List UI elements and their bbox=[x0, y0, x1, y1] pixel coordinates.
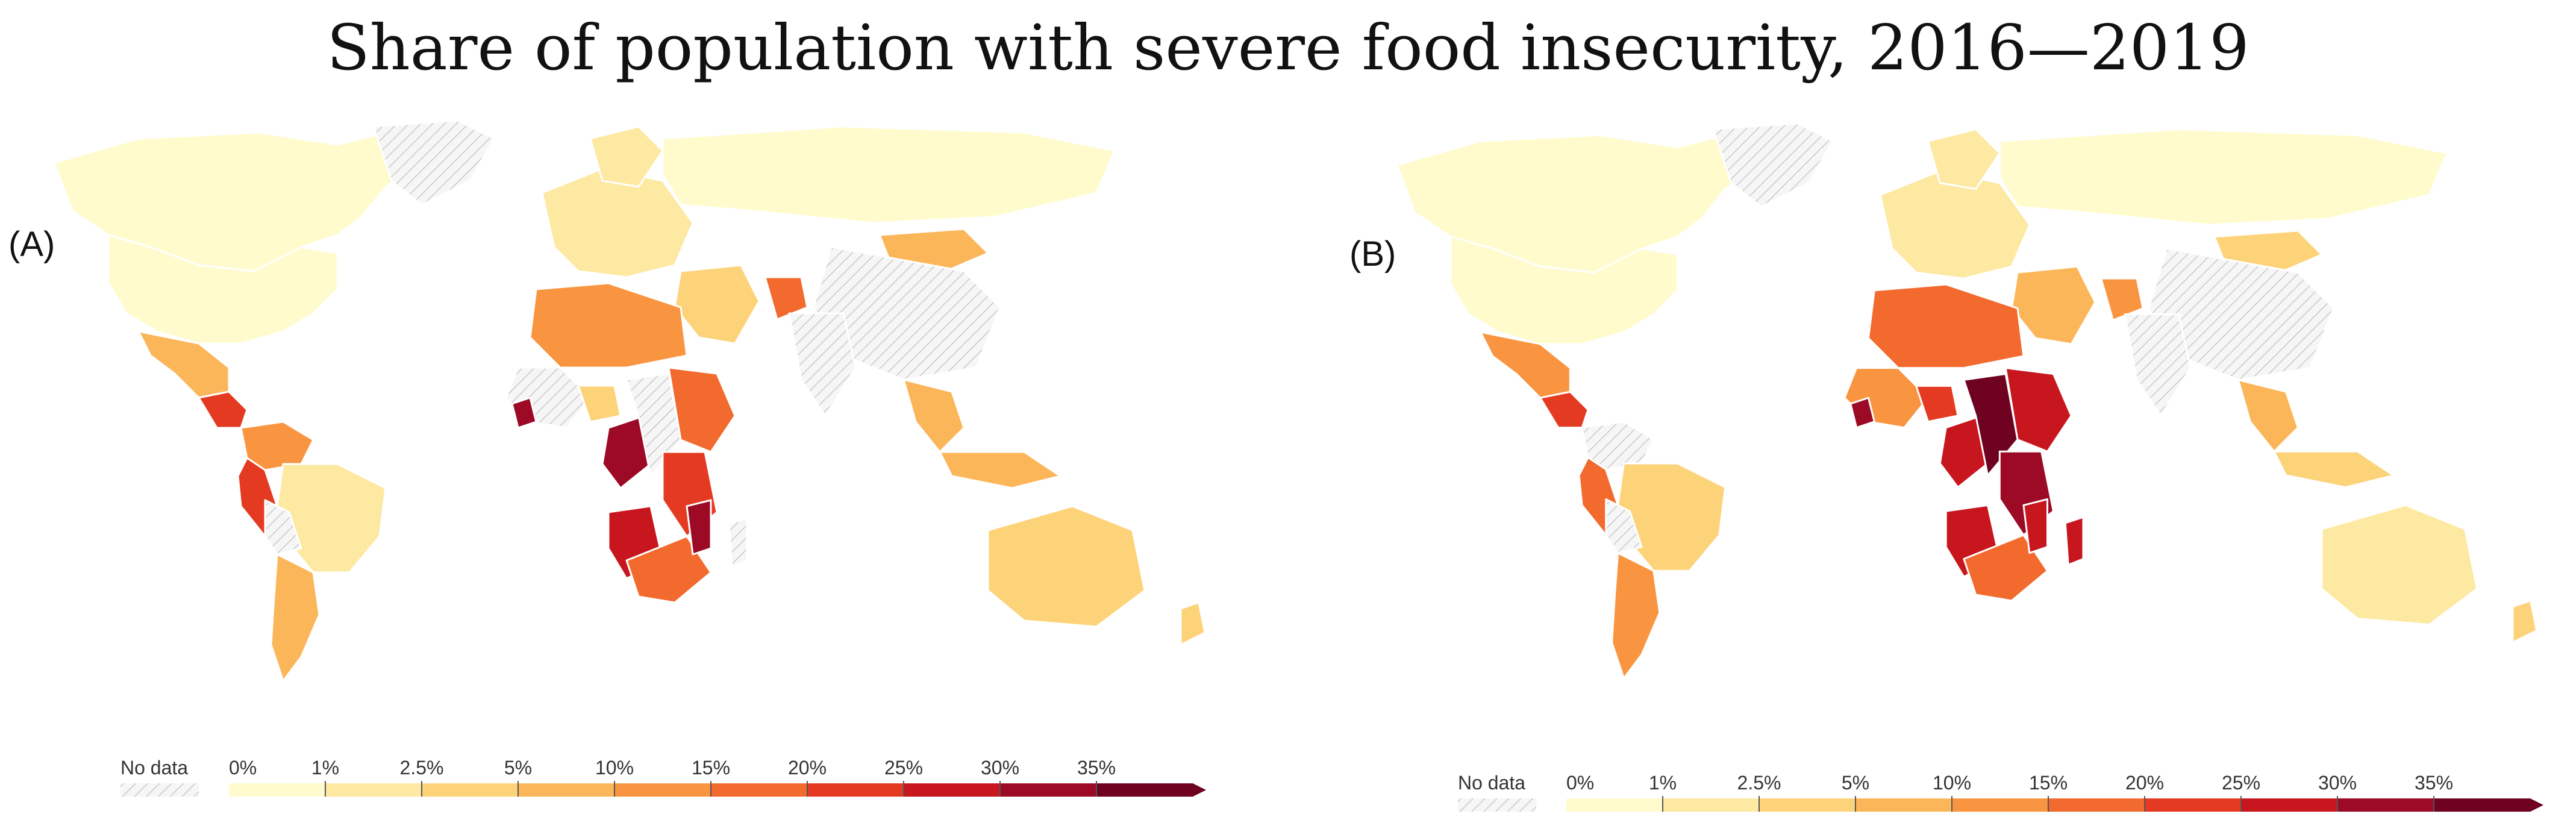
legend-tick-label-6: 20% bbox=[788, 757, 827, 779]
region-afghanistan-b bbox=[2100, 277, 2144, 321]
region-southeast-asia-a bbox=[902, 378, 965, 453]
region-central-america-a bbox=[198, 390, 248, 429]
region-north-africa-a bbox=[529, 282, 688, 369]
region-southeast-asia-b bbox=[2237, 378, 2299, 453]
region-australia-b bbox=[2321, 504, 2478, 625]
legend-tick-label-6: 20% bbox=[2125, 772, 2164, 794]
legend-swatch-4 bbox=[1952, 798, 2048, 812]
legend-tick-label-8: 30% bbox=[2318, 772, 2357, 794]
legend-no-data-label: No data bbox=[120, 757, 188, 779]
legend-swatch-1 bbox=[1663, 798, 1759, 812]
region-nigeria-a bbox=[577, 384, 622, 423]
legend-tick-label-3: 5% bbox=[1842, 772, 1869, 794]
legend-swatch-2 bbox=[1759, 798, 1855, 812]
region-liberia-sierraleone-a bbox=[511, 396, 537, 429]
legend-tick-label-1: 1% bbox=[1649, 772, 1677, 794]
region-south-africa-a bbox=[625, 535, 712, 604]
legend-tick-label-3: 5% bbox=[504, 757, 532, 779]
panel-label-a: (A) bbox=[8, 225, 55, 264]
legend-tick-label-9: 35% bbox=[1077, 757, 1116, 779]
legend-swatch-5 bbox=[711, 783, 807, 797]
legend-swatch-9 bbox=[2434, 798, 2530, 812]
region-mozambique-a bbox=[686, 499, 712, 556]
panel-label-b: (B) bbox=[1349, 234, 1396, 274]
world-map-b bbox=[1396, 122, 2538, 680]
region-argentina-b bbox=[1611, 552, 1661, 680]
region-mozambique-b bbox=[2022, 498, 2049, 554]
region-russia-b bbox=[1998, 128, 2448, 226]
region-liberia-sierraleone-b bbox=[1849, 396, 1875, 429]
region-australia-a bbox=[987, 505, 1146, 628]
legend-swatch-0 bbox=[1566, 798, 1663, 812]
legend-swatch-9 bbox=[1096, 783, 1193, 797]
legend-tick-label-8: 30% bbox=[981, 757, 1019, 779]
region-greenland-a bbox=[372, 119, 495, 206]
legend-swatch-0 bbox=[229, 783, 325, 797]
region-madagascar-b bbox=[2064, 516, 2084, 566]
region-argentina-a bbox=[270, 553, 320, 682]
region-india-a bbox=[788, 312, 857, 417]
legend-tick-label-0: 0% bbox=[1566, 772, 1594, 794]
legend-arrow-tip bbox=[2530, 798, 2543, 812]
legend-ticks-b: 0% 1% 2.5% 5% 10% 15% 20% 25% 30% 35% bbox=[1566, 772, 2453, 812]
legend-tick-label-9: 35% bbox=[2415, 772, 2453, 794]
region-greenland-b bbox=[1712, 122, 1834, 208]
legend-tick-label-4: 10% bbox=[1933, 772, 1971, 794]
region-central-america-b bbox=[1539, 390, 1589, 429]
legend-swatch-8 bbox=[2337, 798, 2434, 812]
world-map-a bbox=[53, 119, 1206, 682]
legend-swatch-6 bbox=[2145, 798, 2241, 812]
region-madagascar-a bbox=[728, 517, 748, 568]
region-indonesia-b bbox=[2273, 450, 2395, 489]
region-brazil-b bbox=[1617, 462, 1727, 572]
region-scandinavia-b bbox=[1927, 128, 2001, 190]
legend-swatch-1 bbox=[325, 783, 422, 797]
legend-arrow-tip bbox=[1193, 783, 1206, 797]
legend-tick-label-0: 0% bbox=[229, 757, 257, 779]
region-bolivia-b bbox=[1605, 498, 1643, 554]
region-middle-east-a bbox=[674, 264, 760, 345]
region-brazil-a bbox=[276, 463, 387, 574]
region-new-zealand-b bbox=[2512, 600, 2538, 644]
region-india-b bbox=[2124, 313, 2192, 417]
legend-tick-label-4: 10% bbox=[595, 757, 634, 779]
legend-swatch-7 bbox=[904, 783, 1000, 797]
legend-no-data-swatch bbox=[1458, 798, 1536, 812]
legend-ticks-a: 0% 1% 2.5% 5% 10% 15% 20% 25% 30% 35% bbox=[229, 757, 1116, 797]
legend-b: No data 0% 1% 2.5% 5% 10% 15% 20% 25% 30% 35% bbox=[1458, 772, 2543, 812]
legend-tick-label-7: 25% bbox=[884, 757, 923, 779]
legend-swatch-6 bbox=[807, 783, 904, 797]
region-north-africa-b bbox=[1867, 283, 2025, 369]
region-indonesia-a bbox=[939, 451, 1061, 489]
region-new-zealand-a bbox=[1180, 601, 1206, 646]
legend-swatch-3 bbox=[518, 783, 614, 797]
legend-tick-label-5: 15% bbox=[2029, 772, 2068, 794]
legend-tick-label-2: 2.5% bbox=[1737, 772, 1781, 794]
legend-swatch-8 bbox=[1000, 783, 1096, 797]
region-russia-a bbox=[661, 125, 1116, 224]
legend-swatch-5 bbox=[2048, 798, 2145, 812]
legend-no-data-label: No data bbox=[1458, 772, 1525, 794]
legend-swatch-2 bbox=[422, 783, 518, 797]
legend-tick-label-2: 2.5% bbox=[400, 757, 444, 779]
region-south-africa-b bbox=[1963, 534, 2049, 602]
region-usa-b bbox=[1449, 236, 1679, 345]
legend-swatch-3 bbox=[1855, 798, 1952, 812]
legend-tick-label-7: 25% bbox=[2222, 772, 2260, 794]
legend-tick-label-1: 1% bbox=[311, 757, 339, 779]
region-middle-east-b bbox=[2010, 265, 2096, 345]
legend-bar-b bbox=[1566, 798, 2543, 812]
region-nigeria-b bbox=[1915, 384, 1959, 423]
region-afghanistan-a bbox=[764, 276, 808, 321]
region-scandinavia-a bbox=[589, 125, 664, 188]
region-bolivia-a bbox=[264, 499, 302, 556]
legend-tick-label-5: 15% bbox=[692, 757, 730, 779]
legend-a: No data 0% 1% 2.5% 5% 10% 15% 20% 25% 30% 35% bbox=[120, 757, 1206, 797]
legend-swatch-7 bbox=[2241, 798, 2337, 812]
legend-no-data-swatch bbox=[120, 783, 199, 797]
legend-swatch-4 bbox=[614, 783, 711, 797]
page-title: Share of population with severe food ins… bbox=[327, 11, 2249, 84]
legend-bar-a bbox=[229, 783, 1206, 797]
region-usa-a bbox=[107, 234, 339, 345]
